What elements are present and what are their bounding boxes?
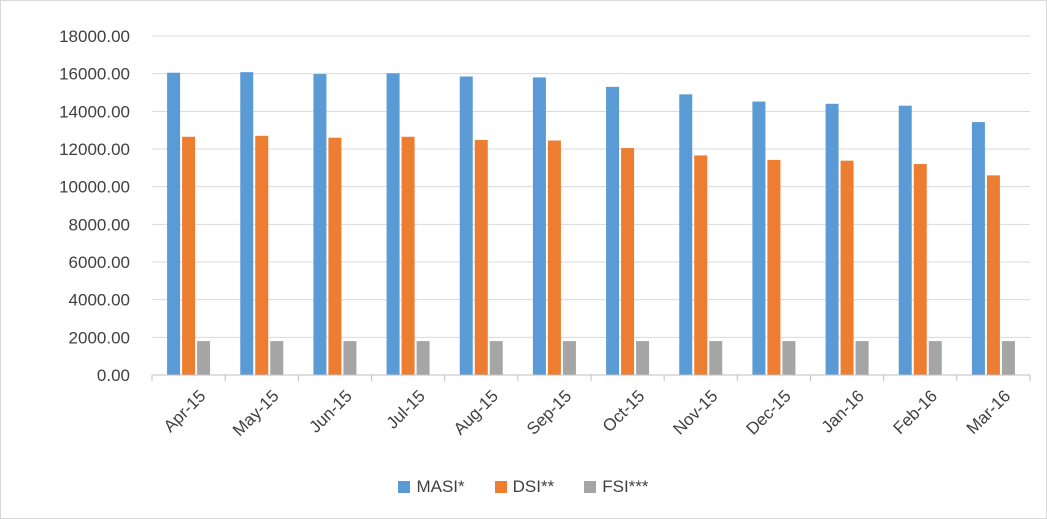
legend: MASI* DSI** FSI*** xyxy=(0,477,1047,497)
x-tick-label: Sep-15 xyxy=(523,386,575,438)
y-tick-label: 10000.00 xyxy=(59,178,130,197)
bar-masi xyxy=(240,72,254,375)
x-tick-label: Jun-15 xyxy=(306,386,356,436)
bar-dsi xyxy=(401,136,415,375)
y-tick-label: 12000.00 xyxy=(59,140,130,159)
bar-fsi xyxy=(489,341,503,375)
bar-fsi xyxy=(197,341,211,375)
y-tick-label: 16000.00 xyxy=(59,65,130,84)
bar-masi xyxy=(167,72,181,375)
x-axis xyxy=(151,374,1031,381)
bar-fsi xyxy=(416,341,430,375)
bars xyxy=(167,72,1015,376)
bar-masi xyxy=(825,103,839,376)
bar-fsi xyxy=(343,341,357,375)
y-tick-label: 0.00 xyxy=(97,366,130,385)
bar-masi xyxy=(898,105,912,375)
x-tick-label: Nov-15 xyxy=(669,386,721,438)
x-tick-label: May-15 xyxy=(229,386,283,440)
bar-chart: 0.00 2000.00 4000.00 6000.00 8000.00 10000.00… xyxy=(59,27,1031,440)
bar-fsi xyxy=(270,341,284,375)
legend-item-fsi: FSI*** xyxy=(584,477,649,497)
legend-item-masi: MASI* xyxy=(398,477,465,497)
bar-masi xyxy=(532,77,546,375)
bar-fsi xyxy=(1001,341,1015,375)
bar-dsi xyxy=(986,175,1000,375)
y-tick-label: 14000.00 xyxy=(59,102,130,121)
y-tick-label: 4000.00 xyxy=(69,291,130,310)
bar-fsi xyxy=(709,341,723,375)
bar-masi xyxy=(313,74,327,375)
x-tick-label: Oct-15 xyxy=(599,386,649,436)
bar-masi xyxy=(459,76,473,375)
legend-swatch-dsi xyxy=(494,481,507,493)
y-axis-ticks: 0.00 2000.00 4000.00 6000.00 8000.00 10000.00… xyxy=(59,27,130,385)
bar-dsi xyxy=(767,159,781,375)
bar-dsi xyxy=(913,164,927,375)
bar-dsi xyxy=(474,139,488,375)
bar-dsi xyxy=(547,140,561,375)
bar-fsi xyxy=(562,341,576,375)
y-tick-label: 6000.00 xyxy=(69,253,130,272)
bar-masi xyxy=(679,94,693,375)
bar-dsi xyxy=(840,160,854,375)
x-tick-label: Jul-15 xyxy=(383,386,429,432)
bar-masi xyxy=(606,86,620,375)
bar-masi xyxy=(971,122,985,376)
bar-masi xyxy=(752,101,766,375)
x-axis-ticks: Apr-15 May-15 Jun-15 Jul-15 Aug-15 Sep-15 Oct-… xyxy=(160,386,1014,440)
legend-label-dsi: DSI** xyxy=(512,477,555,496)
legend-swatch-masi xyxy=(398,481,411,493)
x-tick-label: Apr-15 xyxy=(160,386,210,436)
legend-swatch-fsi xyxy=(584,481,597,493)
x-tick-label: Jan-16 xyxy=(818,386,868,436)
bar-fsi xyxy=(782,341,796,375)
x-tick-label: Feb-16 xyxy=(890,386,942,438)
bar-dsi xyxy=(255,135,269,375)
bar-fsi xyxy=(855,341,869,375)
legend-label-masi: MASI* xyxy=(416,477,465,496)
y-tick-label: 18000.00 xyxy=(59,27,130,46)
bar-dsi xyxy=(182,136,196,375)
bar-masi xyxy=(386,73,400,375)
y-tick-label: 8000.00 xyxy=(69,215,130,234)
gridlines xyxy=(152,35,1030,338)
x-tick-label: Aug-15 xyxy=(450,386,502,438)
bar-dsi xyxy=(694,155,708,375)
legend-item-dsi: DSI** xyxy=(494,477,555,497)
bar-fsi xyxy=(928,341,942,375)
y-tick-label: 2000.00 xyxy=(69,328,130,347)
x-tick-label: Mar-16 xyxy=(963,386,1015,438)
bar-fsi xyxy=(636,341,650,375)
bar-dsi xyxy=(328,137,342,375)
legend-label-fsi: FSI*** xyxy=(602,477,649,496)
x-tick-label: Dec-15 xyxy=(743,386,795,438)
bar-dsi xyxy=(621,148,635,375)
